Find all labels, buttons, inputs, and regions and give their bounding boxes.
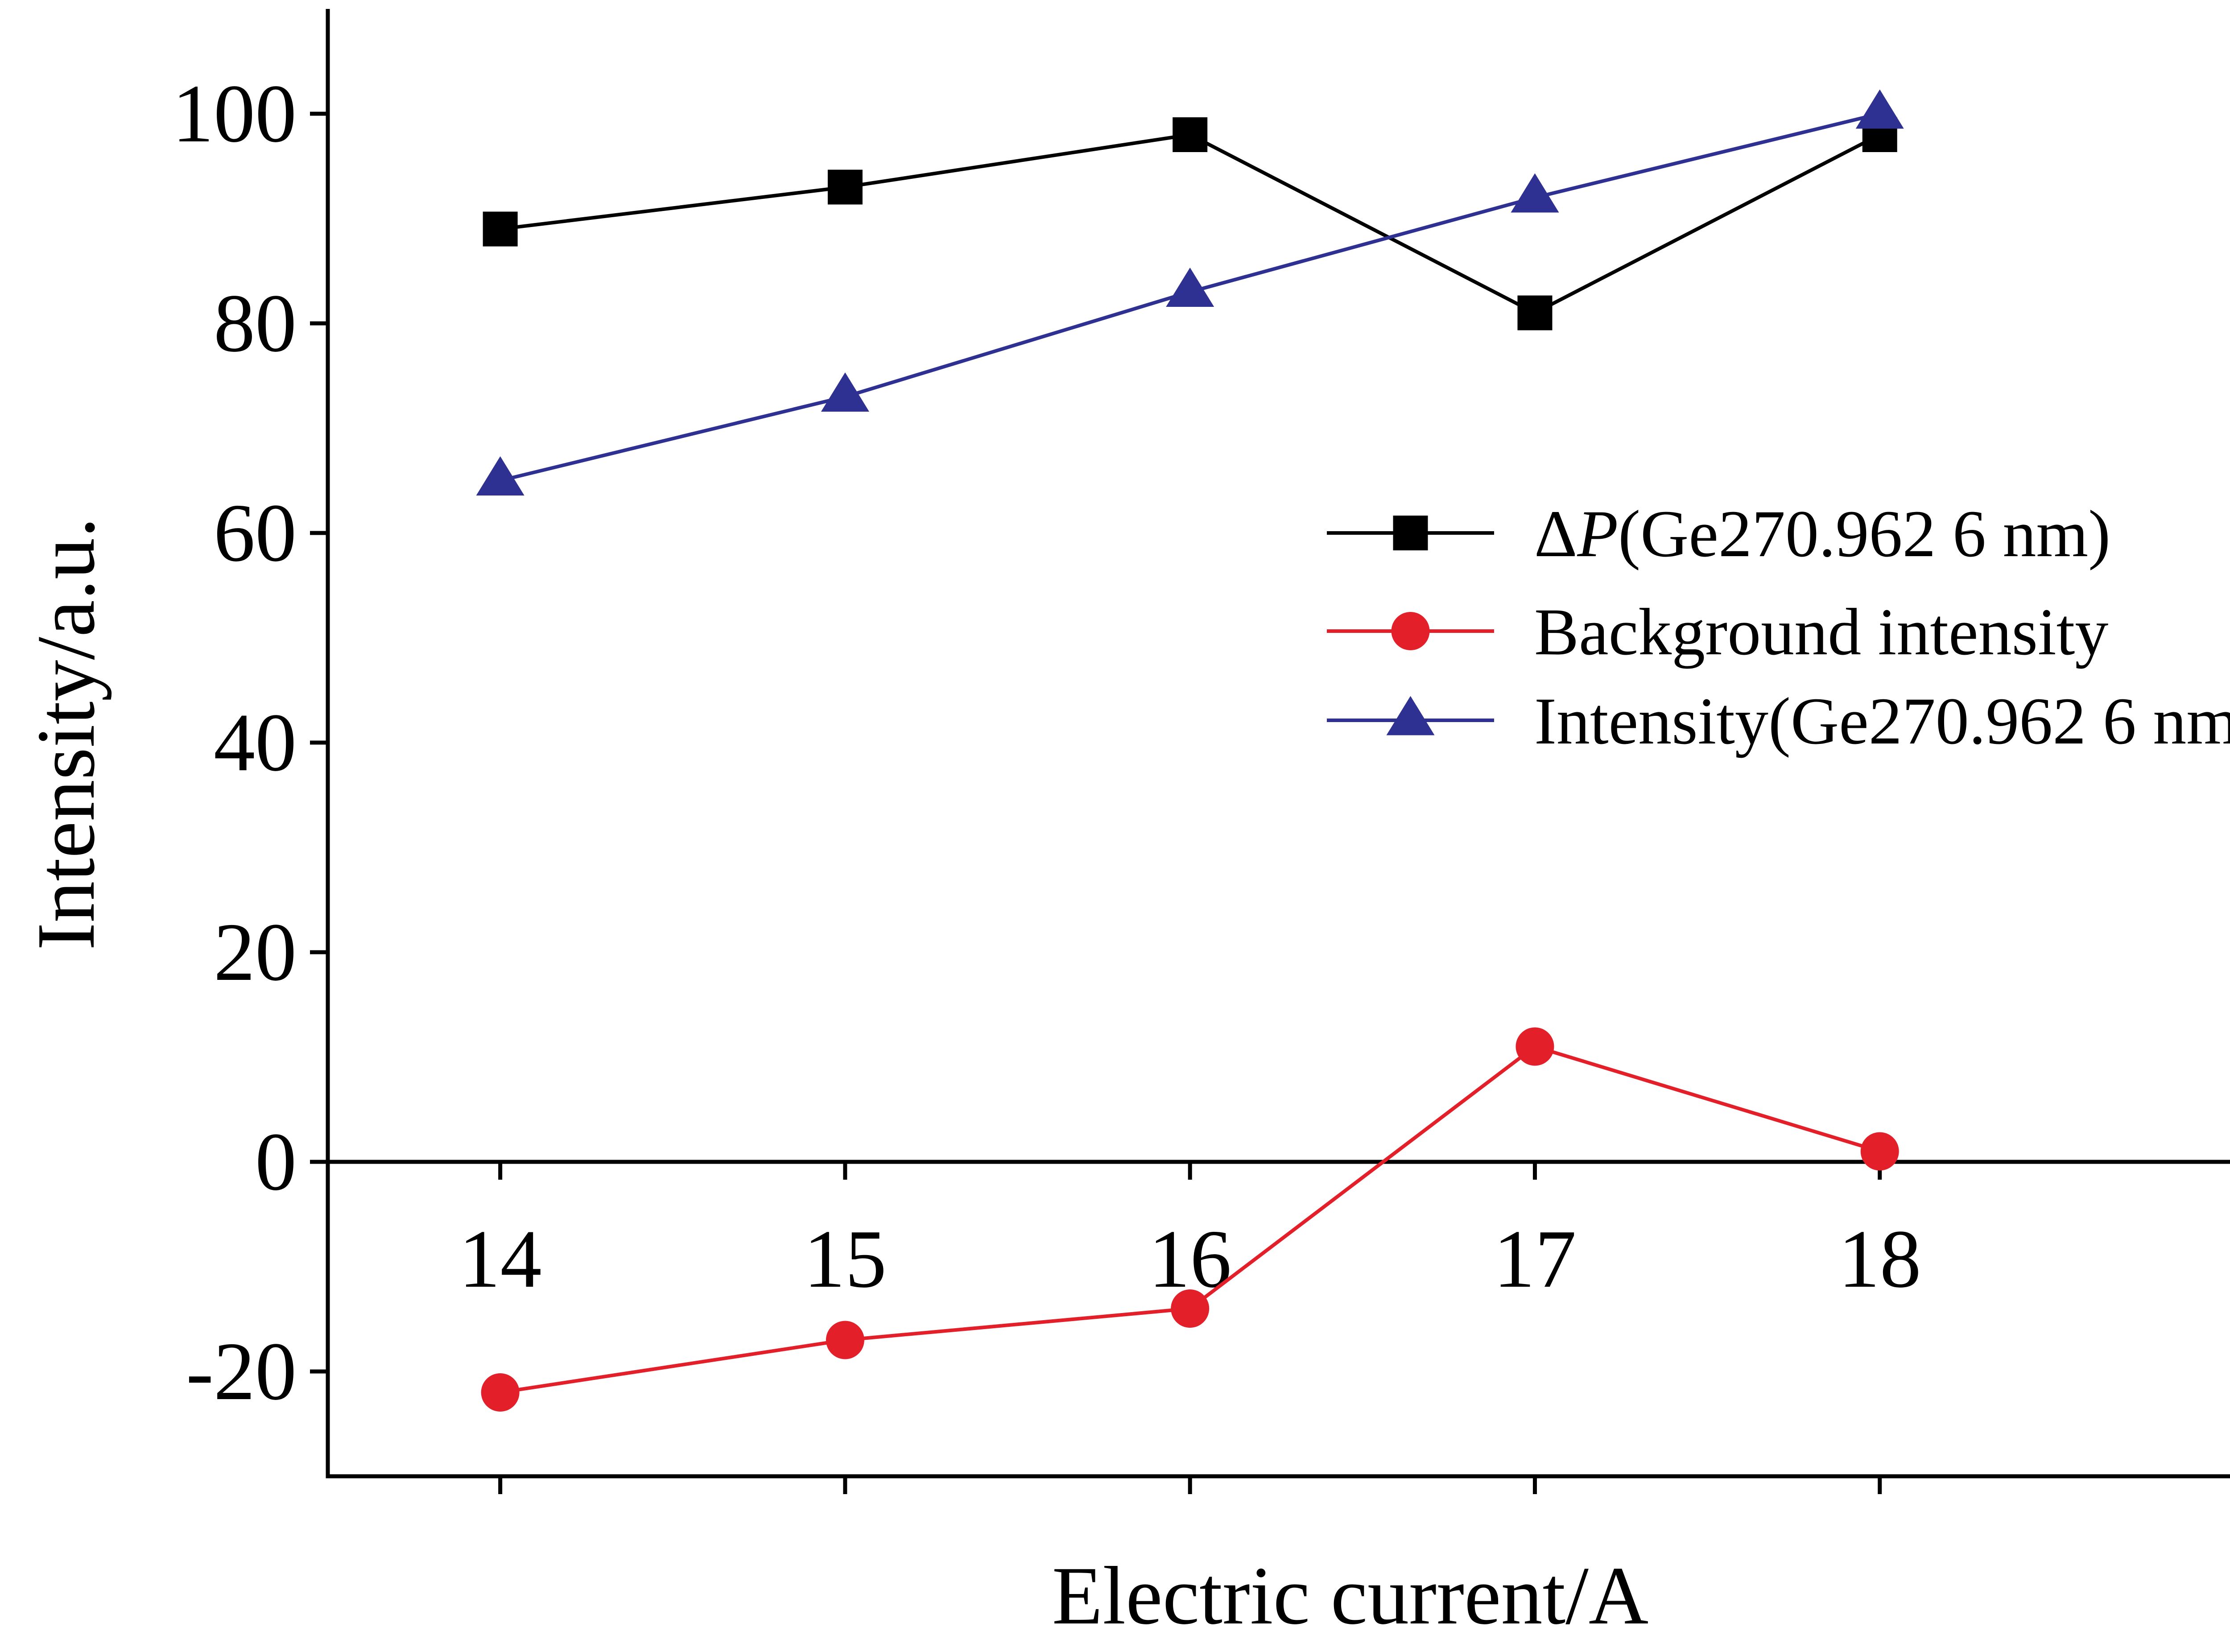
data-point (481, 1373, 520, 1412)
data-point (1173, 117, 1208, 152)
legend-marker (1391, 612, 1430, 650)
x-tick-label: 15 (804, 1213, 887, 1305)
y-axis-title: Intensity/a.u. (20, 517, 112, 950)
legend: ΔP(Ge270.962 6 nm) Background intensity In… (1327, 497, 2230, 758)
data-point (1855, 89, 1904, 129)
y-tick-label: 80 (214, 277, 297, 369)
data-point (1171, 1289, 1210, 1328)
series-3 (476, 89, 1904, 496)
legend-label: Intensity(Ge270.962 6 nm) (1534, 684, 2230, 758)
data-point (1511, 173, 1559, 213)
data-point (826, 1321, 864, 1359)
series-2 (481, 1027, 1899, 1412)
y-tick-label: 100 (172, 68, 297, 160)
legend-marker (1386, 696, 1435, 735)
y-tick-label: 0 (255, 1116, 297, 1208)
x-axis-title: Electric current/A (1052, 1550, 1648, 1642)
data-point (1517, 295, 1553, 330)
data-point (1860, 1132, 1899, 1171)
data-point (1516, 1027, 1554, 1066)
data-point (821, 372, 869, 412)
x-tick-label: 18 (1838, 1213, 1921, 1305)
y-tick-label: 60 (214, 487, 297, 579)
legend-label: Background intensity (1534, 595, 2108, 669)
data-point (476, 456, 524, 496)
data-point (827, 169, 863, 205)
legend-marker (1393, 516, 1428, 550)
legend-label: ΔP(Ge270.962 6 nm) (1534, 497, 2110, 571)
y-tick-label: 40 (214, 697, 297, 789)
x-tick-label: 14 (459, 1213, 542, 1305)
legend-item: Intensity(Ge270.962 6 nm) (1327, 684, 2230, 758)
legend-item: ΔP(Ge270.962 6 nm) (1327, 497, 2110, 571)
x-tick-label: 17 (1493, 1213, 1576, 1305)
data-point (1166, 267, 1214, 307)
series-layer (476, 89, 1904, 1412)
y-tick-label: -20 (186, 1326, 297, 1417)
y-tick-label: 20 (214, 906, 297, 998)
data-point (483, 211, 518, 247)
legend-item: Background intensity (1327, 595, 2108, 669)
